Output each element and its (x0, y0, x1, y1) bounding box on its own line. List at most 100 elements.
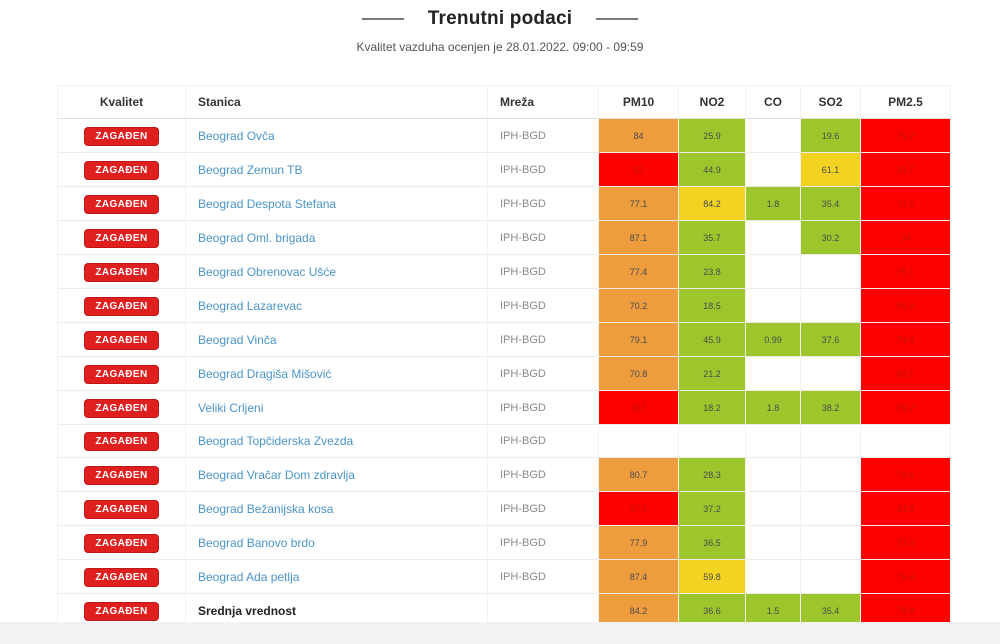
co-value-cell (745, 356, 801, 391)
no2-value: 84.2 (679, 187, 745, 220)
table-row: ZAGAĐEN Beograd Bežanijska kosa IPH-BGD 97.… (57, 491, 951, 526)
quality-cell: ZAGAĐEN (57, 254, 186, 289)
pm10-value: 87.4 (599, 560, 678, 593)
so2-value-cell: 61.1 (800, 152, 861, 187)
table-row: ZAGAĐEN Beograd Lazarevac IPH-BGD 70.2 18.5 8… (57, 288, 951, 323)
so2-value-cell (800, 356, 861, 391)
so2-value-cell: 19.6 (800, 118, 861, 153)
station-link[interactable]: Beograd Vinča (198, 332, 277, 347)
co-value-cell (745, 220, 801, 255)
network-cell: IPH-BGD (487, 424, 599, 458)
column-header-kvalitet: Kvalitet (57, 85, 186, 119)
no2-value: 37.2 (679, 492, 745, 525)
network-cell: IPH-BGD (487, 491, 599, 526)
station-link[interactable]: Beograd Despota Stefana (198, 196, 337, 211)
station-cell: Beograd Dragiša Mišović (185, 356, 488, 391)
station-link[interactable]: Beograd Obrenovac Ušće (198, 264, 337, 279)
pm25-value-cell: 74.4 (860, 322, 951, 357)
pm10-value-cell: 92 (598, 152, 679, 187)
co-value-cell (745, 118, 801, 153)
quality-cell: ZAGAĐEN (57, 390, 186, 425)
so2-value-cell (800, 559, 861, 594)
co-value-cell: 0.99 (745, 322, 801, 357)
station-cell: Beograd Vinča (185, 322, 488, 357)
table-row: ZAGAĐEN Beograd Vinča IPH-BGD 79.1 45.9 0.99 3… (57, 322, 951, 357)
quality-cell: ZAGAĐEN (57, 559, 186, 594)
pm25-value: 75.4 (861, 560, 950, 593)
no2-value-cell: 21.2 (678, 356, 746, 391)
station-link[interactable]: Beograd Vračar Dom zdravlja (198, 467, 355, 482)
pm25-value: 73.4 (861, 526, 950, 559)
station-link[interactable]: Beograd Dragiša Mišović (198, 366, 332, 381)
quality-cell: ZAGAĐEN (57, 186, 186, 221)
table-row: ZAGAĐEN Veliki Crljeni IPH-BGD 107 18.2 1.8 38… (57, 390, 951, 425)
quality-badge: ZAGAĐEN (84, 330, 159, 350)
pm10-value: 87.1 (599, 221, 678, 254)
no2-value-cell: 23.8 (678, 254, 746, 289)
pm10-value: 77.9 (599, 526, 678, 559)
pm25-value-cell (860, 424, 951, 458)
station-link[interactable]: Beograd Zemun TB (198, 162, 303, 177)
pm10-value: 97.1 (599, 492, 678, 525)
pm25-value-cell: 89.4 (860, 288, 951, 323)
pm25-value-cell: 75.1 (860, 254, 951, 289)
quality-cell: ZAGAĐEN (57, 288, 186, 323)
pm25-value: 93.2 (861, 391, 950, 424)
so2-value-cell (800, 424, 861, 458)
station-link[interactable]: Beograd Lazarevac (198, 298, 303, 313)
pm25-value-cell: 73.5 (860, 457, 951, 492)
station-link[interactable]: Veliki Crljeni (198, 400, 264, 415)
station-link[interactable]: Beograd Ada petlja (198, 569, 300, 584)
no2-value: 21.2 (679, 357, 745, 390)
table-row: ZAGAĐEN Beograd Zemun TB IPH-BGD 92 44.9 61.1… (57, 152, 951, 187)
network-cell: IPH-BGD (487, 525, 599, 560)
station-link[interactable]: Beograd Ovča (198, 128, 275, 143)
pm25-value-cell: 73.4 (860, 525, 951, 560)
station-cell: Beograd Oml. brigada (185, 220, 488, 255)
quality-badge: ZAGAĐEN (84, 499, 159, 519)
pm10-value-cell: 77.4 (598, 254, 679, 289)
so2-value: 37.6 (801, 323, 860, 356)
station-link[interactable]: Beograd Banovo brdo (198, 535, 315, 550)
pm10-value: 107 (599, 391, 678, 424)
pm10-value-cell: 84 (598, 118, 679, 153)
network-cell: IPH-BGD (487, 152, 599, 187)
network-cell: IPH-BGD (487, 390, 599, 425)
column-header-no2: NO2 (678, 85, 746, 119)
co-value-cell (745, 254, 801, 289)
co-value-cell (745, 491, 801, 526)
quality-badge: ZAGAĐEN (84, 567, 159, 587)
co-value: 1.8 (746, 187, 800, 220)
co-value-cell: 1.8 (745, 186, 801, 221)
station-cell: Beograd Ada petlja (185, 559, 488, 594)
no2-value: 25.9 (679, 119, 745, 152)
station-cell: Beograd Lazarevac (185, 288, 488, 323)
station-link[interactable]: Beograd Bežanijska kosa (198, 501, 334, 516)
pm10-value: 92 (599, 153, 678, 186)
no2-value-cell: 44.9 (678, 152, 746, 187)
pm25-value-cell: 91.3 (860, 491, 951, 526)
so2-value: 35.4 (801, 187, 860, 220)
no2-value-cell: 25.9 (678, 118, 746, 153)
pm25-value: 91.3 (861, 492, 950, 525)
network-cell: IPH-BGD (487, 118, 599, 153)
pm25-value-cell: 94 (860, 220, 951, 255)
so2-value-cell (800, 491, 861, 526)
network-cell: IPH-BGD (487, 220, 599, 255)
table-row: ZAGAĐEN Beograd Oml. brigada IPH-BGD 87.1 35… (57, 220, 951, 255)
table-row: ZAGAĐEN Beograd Ovča IPH-BGD 84 25.9 19.6 79.2 (57, 118, 951, 153)
header-row: Kvalitet Stanica Mreža PM10 NO2 CO SO2 P… (57, 85, 951, 119)
pm10-value: 77.1 (599, 187, 678, 220)
no2-value: 35.7 (679, 221, 745, 254)
no2-value-cell: 36.5 (678, 525, 746, 560)
station-link[interactable]: Beograd Oml. brigada (198, 230, 316, 245)
column-header-mreza: Mreža (487, 85, 599, 119)
quality-badge: ZAGAĐEN (84, 228, 159, 248)
so2-value-cell (800, 457, 861, 492)
station-link[interactable]: Beograd Topčiderska Zvezda (198, 434, 354, 448)
no2-value: 18.5 (679, 289, 745, 322)
so2-value-cell (800, 288, 861, 323)
no2-value-cell: 28.3 (678, 457, 746, 492)
quality-badge: ZAGAĐEN (84, 194, 159, 214)
